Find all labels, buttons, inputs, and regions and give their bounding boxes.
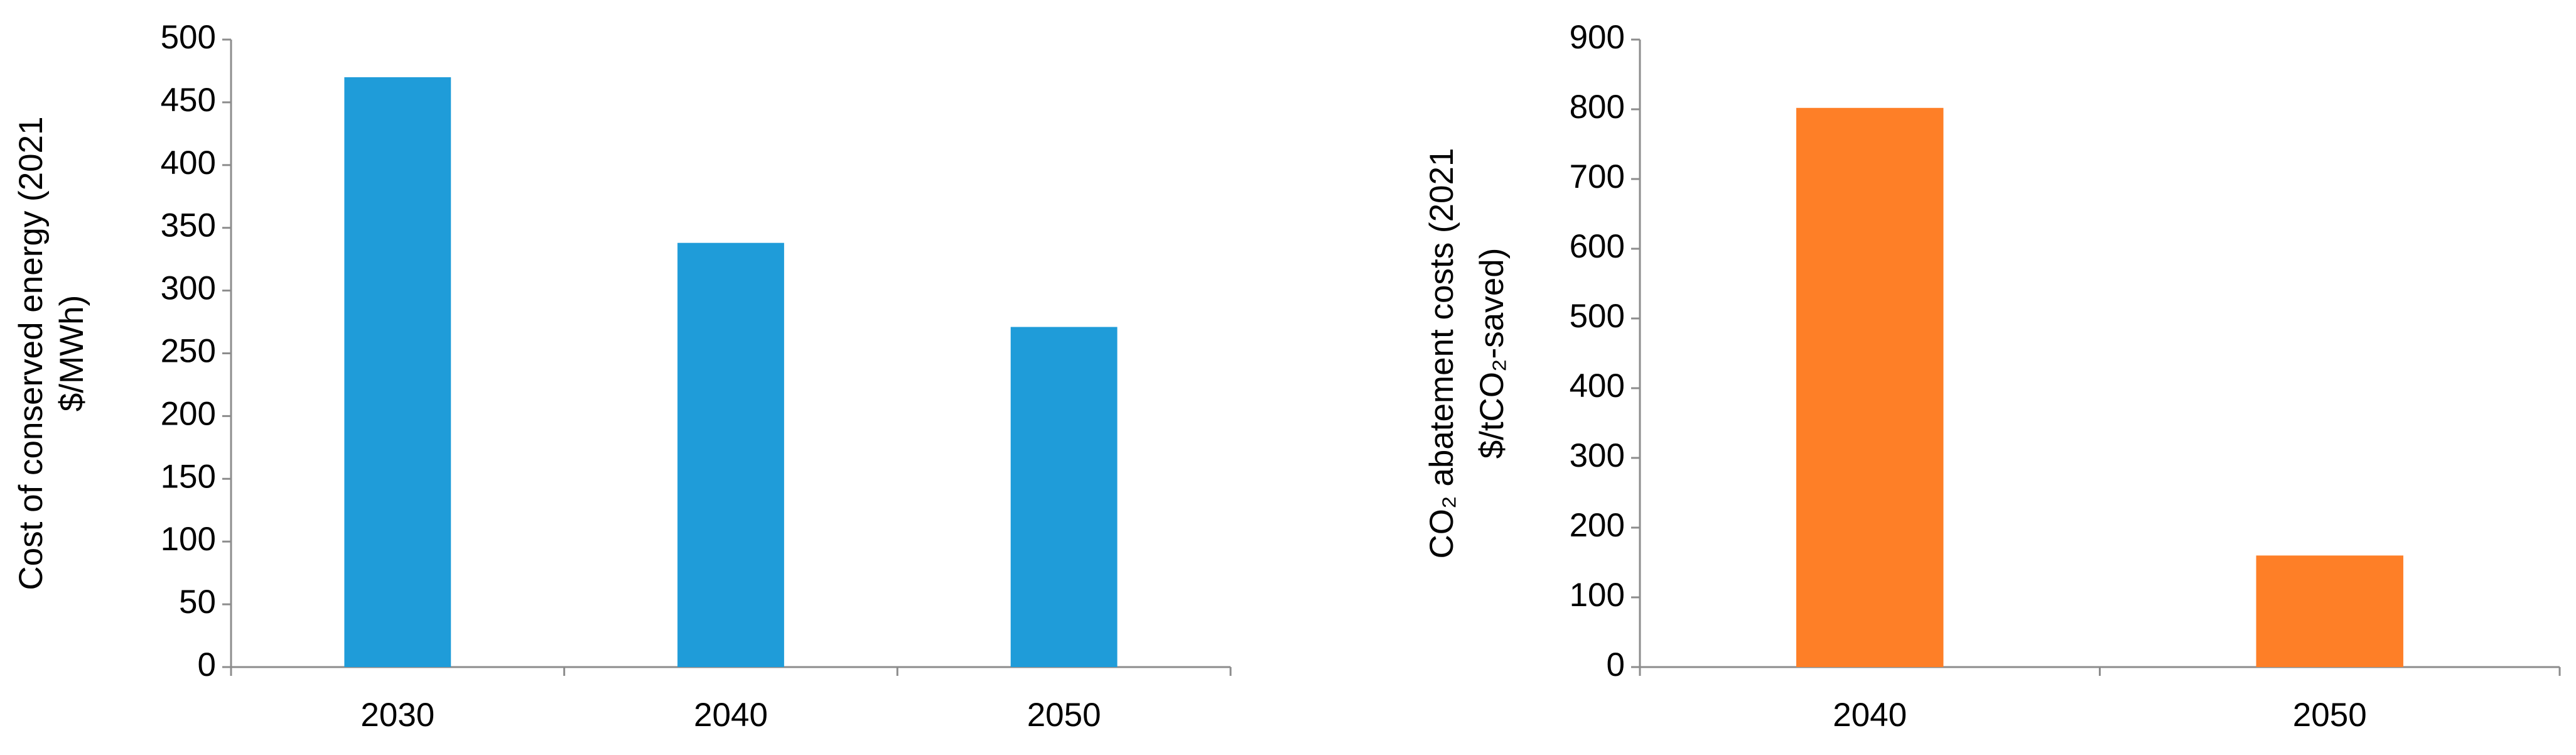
y-axis-label: Cost of conserved energy (2021	[13, 116, 50, 590]
x-tick-label: 2030	[360, 697, 434, 734]
y-tick-label: 350	[161, 207, 216, 244]
y-tick-label: 200	[161, 395, 216, 432]
x-tick-label: 2040	[694, 697, 768, 734]
x-tick-label: 2050	[2293, 697, 2367, 734]
bar	[344, 77, 451, 667]
y-axis-label: $/MWh)	[53, 295, 90, 412]
y-tick-label: 150	[161, 458, 216, 495]
y-tick-label: 0	[198, 646, 216, 683]
y-tick-label: 100	[1570, 577, 1625, 614]
y-tick-label: 400	[1570, 367, 1625, 405]
bar	[1796, 107, 1944, 667]
bar	[2256, 555, 2403, 667]
bar	[677, 242, 784, 667]
y-tick-label: 50	[179, 584, 216, 621]
x-tick-label: 2050	[1027, 697, 1101, 734]
y-tick-label: 450	[161, 82, 216, 119]
y-tick-label: 400	[161, 144, 216, 182]
y-tick-label: 500	[1570, 298, 1625, 335]
y-tick-label: 100	[161, 521, 216, 558]
y-axis-label: CO₂ abatement costs (2021	[1423, 148, 1460, 559]
y-tick-label: 200	[1570, 507, 1625, 544]
y-tick-label: 300	[161, 270, 216, 307]
y-tick-label: 300	[1570, 437, 1625, 474]
y-tick-label: 900	[1570, 19, 1625, 56]
y-tick-label: 700	[1570, 158, 1625, 195]
y-tick-label: 250	[161, 333, 216, 370]
y-tick-label: 0	[1607, 646, 1625, 683]
y-tick-label: 500	[161, 19, 216, 56]
x-tick-label: 2040	[1833, 697, 1907, 734]
y-tick-label: 800	[1570, 89, 1625, 126]
y-axis-label: $/tCO₂-saved)	[1474, 248, 1511, 459]
bar	[1010, 327, 1118, 667]
y-tick-label: 600	[1570, 228, 1625, 265]
